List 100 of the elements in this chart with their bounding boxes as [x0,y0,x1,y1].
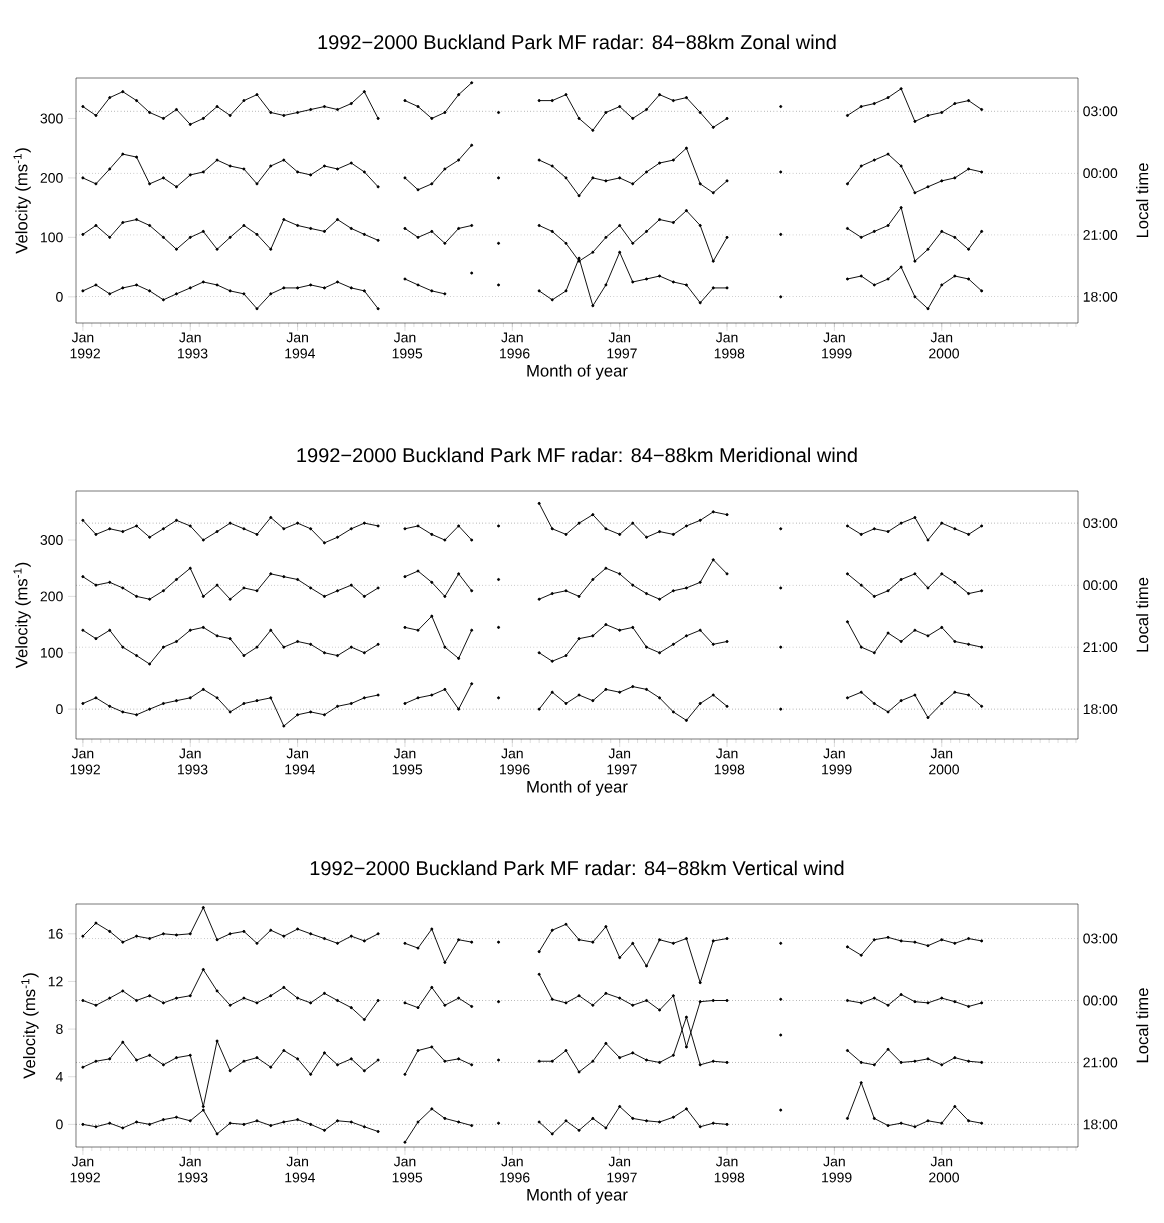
point [899,206,903,210]
x-tick-label: Jan 1997 [607,332,637,359]
point [698,110,702,115]
point [872,229,876,233]
point [711,286,715,290]
point [658,1008,662,1012]
point [94,637,98,641]
point [94,283,98,287]
point [135,99,139,103]
point [604,925,608,929]
point [631,521,635,525]
point [309,586,313,590]
point [269,110,273,115]
point [188,235,192,239]
point [980,589,984,593]
point [671,280,675,284]
point [362,696,366,700]
point [403,527,407,531]
point [550,592,554,596]
point [577,994,581,998]
point [564,589,568,593]
point [443,1003,447,1007]
point [174,639,179,644]
point [550,1132,554,1136]
point [618,223,622,228]
point [322,164,326,168]
point [550,1059,554,1063]
point [953,1104,957,1109]
point [296,996,300,1000]
y-tick-label: 100 [41,647,63,658]
point [550,298,554,302]
point [497,696,501,700]
point [967,1059,971,1063]
point [684,1015,688,1019]
point [148,597,152,601]
point [550,659,554,663]
point [604,110,608,115]
point [94,223,98,228]
point [953,527,957,531]
point [550,690,554,694]
point [430,927,434,931]
point [376,238,380,242]
point [967,247,971,251]
point [550,99,554,103]
point [457,938,461,942]
point [242,701,246,706]
point [81,289,85,293]
point [201,625,205,629]
point [618,996,622,1000]
point [980,1001,984,1005]
point [564,922,568,926]
point [430,1045,434,1049]
point [296,639,300,644]
x-tick-label: Jan 1995 [392,748,423,775]
point [121,286,125,290]
y-tick-label: 0 [56,291,63,302]
point [228,235,232,239]
point [913,515,917,520]
point [121,940,125,944]
point [174,518,179,522]
point [376,586,380,590]
point [497,940,501,944]
point [725,286,729,290]
point [872,1116,876,1120]
point [940,625,944,629]
point [779,1033,783,1037]
point [564,654,568,658]
point [135,934,139,938]
point [940,110,944,115]
point [926,307,930,311]
x-tick-label: Jan 1998 [714,748,745,775]
point [886,631,890,635]
point [913,693,917,697]
point [618,532,622,536]
point [618,572,622,576]
point [564,1119,568,1123]
point [309,710,313,714]
point [161,527,165,531]
point [591,128,595,132]
point [430,580,434,584]
point [309,226,313,230]
point [684,1107,688,1111]
point [953,690,957,694]
point [188,932,192,936]
y2-axis-title: Local time [1136,577,1149,652]
point [779,105,783,109]
point [430,614,434,618]
point [335,280,340,284]
point [497,1058,501,1062]
point [940,229,944,233]
x-tick-label: Jan 1999 [822,1156,852,1183]
point [684,524,688,528]
point [376,1129,380,1134]
point [322,651,326,655]
point [872,938,876,942]
point [967,99,971,103]
point [135,998,139,1003]
point [711,998,715,1003]
point [859,532,863,536]
point [725,116,729,120]
